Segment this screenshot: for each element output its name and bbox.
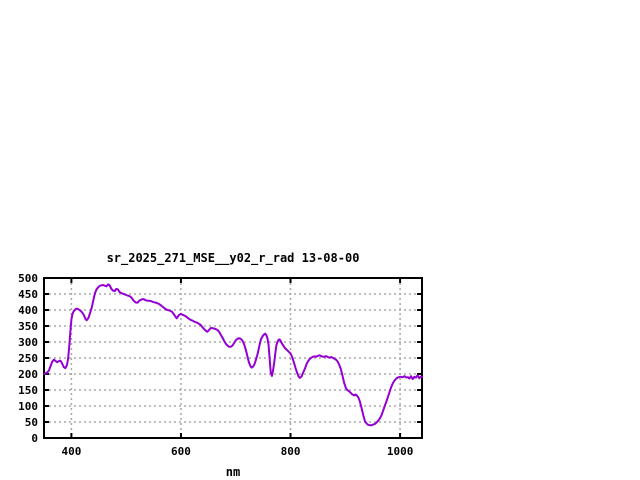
y-tick-label: 0 xyxy=(31,432,38,445)
y-tick-label: 450 xyxy=(18,288,38,301)
x-tick-label: 1000 xyxy=(387,445,414,458)
y-tick-label: 100 xyxy=(18,400,38,413)
y-tick-label: 200 xyxy=(18,368,38,381)
y-tick-label: 50 xyxy=(25,416,38,429)
spectral-curve xyxy=(43,283,423,427)
y-tick-label: 500 xyxy=(18,272,38,285)
y-tick-label: 400 xyxy=(18,304,38,317)
y-tick-label: 250 xyxy=(18,352,38,365)
chart-title: sr_2025_271_MSE__y02_r_rad 13-08-00 xyxy=(106,251,360,265)
x-tick-label: 400 xyxy=(61,445,81,458)
x-tick-label: 800 xyxy=(281,445,301,458)
y-tick-label: 150 xyxy=(18,384,38,397)
y-tick-label: 300 xyxy=(18,336,38,349)
x-tick-label: 600 xyxy=(171,445,191,458)
x-axis-label: nm xyxy=(225,465,241,479)
y-tick-label: 350 xyxy=(18,320,38,333)
